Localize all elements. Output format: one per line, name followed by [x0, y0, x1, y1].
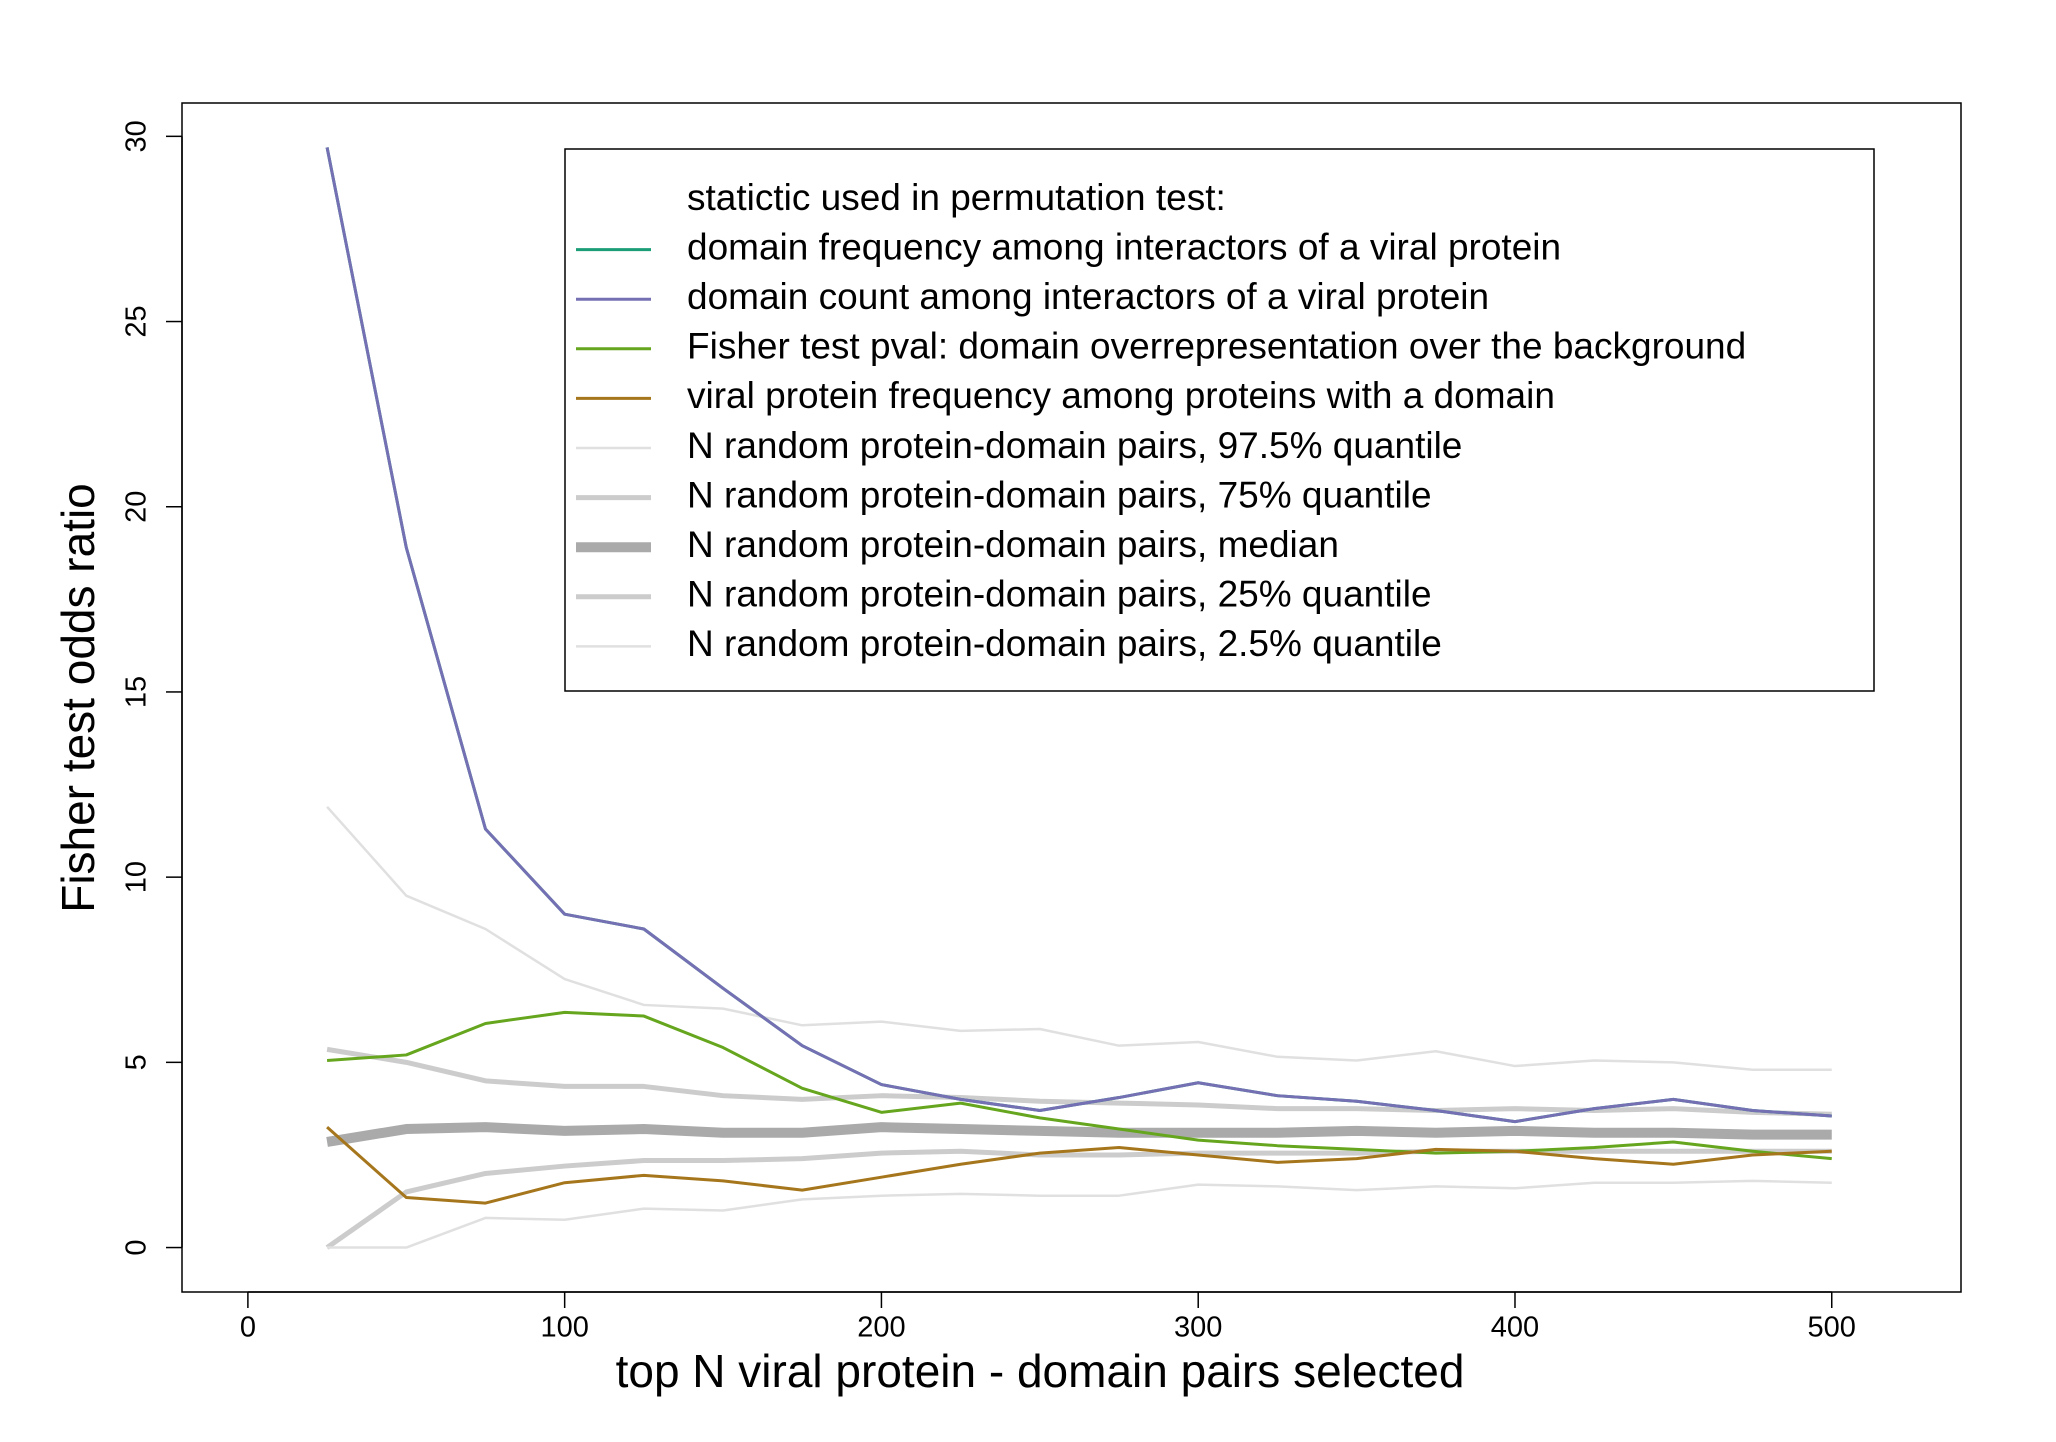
series-line	[325, 1148, 1832, 1250]
y-tick-label: 0	[121, 1239, 153, 1255]
x-tick-label: 500	[1808, 1312, 1856, 1344]
series-line	[327, 1179, 1832, 1249]
legend-label: N random protein-domain pairs, 2.5% quan…	[687, 623, 1442, 664]
legend-label: N random protein-domain pairs, 97.5% qua…	[687, 425, 1462, 466]
series-line	[326, 1122, 1832, 1147]
legend-box	[564, 148, 1875, 692]
legend-label: Fisher test pval: domain overrepresentat…	[687, 326, 1746, 367]
legend-label: N random protein-domain pairs, 75% quant…	[687, 474, 1432, 515]
legend-label: N random protein-domain pairs, 25% quant…	[687, 574, 1432, 615]
x-tick-label: 200	[857, 1312, 905, 1344]
legend-title: statictic used in permutation test:	[687, 177, 1226, 218]
legend-label: N random protein-domain pairs, median	[687, 524, 1339, 565]
y-tick-label: 20	[121, 491, 153, 523]
x-tick-label: 300	[1174, 1312, 1222, 1344]
y-tick-label: 25	[121, 305, 153, 337]
x-tick-label: 0	[240, 1312, 256, 1344]
y-axis-label: Fisher test odds ratio	[52, 483, 104, 913]
y-tick-label: 5	[121, 1054, 153, 1070]
y-tick-label: 15	[121, 676, 153, 708]
legend-label: viral protein frequency among proteins w…	[687, 375, 1555, 416]
series-line	[326, 1126, 1832, 1205]
series-line	[326, 1010, 1832, 1161]
x-axis-label: top N viral protein - domain pairs selec…	[616, 1345, 1465, 1397]
series-line	[326, 805, 1832, 1072]
series-line	[325, 147, 1832, 1124]
legend-label: domain frequency among interactors of a …	[687, 226, 1561, 267]
y-tick-label: 10	[121, 861, 153, 893]
y-tick-label: 30	[121, 120, 153, 152]
x-tick-label: 400	[1491, 1312, 1539, 1344]
x-tick-label: 100	[540, 1312, 588, 1344]
legend-label: domain count among interactors of a vira…	[687, 276, 1489, 317]
